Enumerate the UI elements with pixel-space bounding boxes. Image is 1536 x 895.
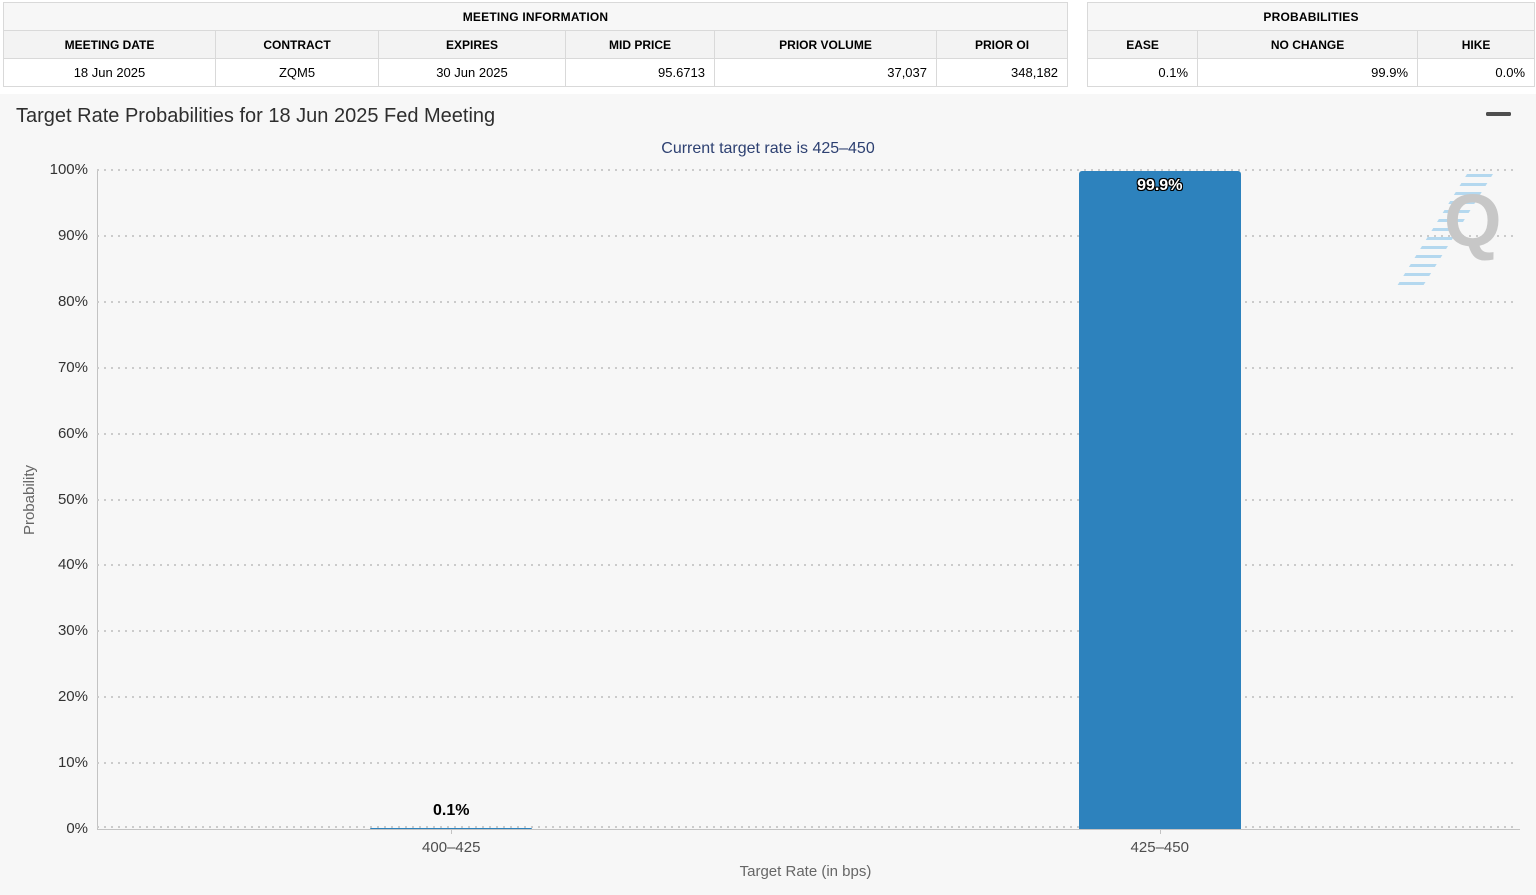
y-axis-tick-label: 70% <box>57 358 88 376</box>
y-gridline <box>97 432 1514 435</box>
col-header-hike: HIKE <box>1417 30 1536 59</box>
y-axis-tick-label: 10% <box>57 754 88 772</box>
col-header-no-change: NO CHANGE <box>1197 30 1419 59</box>
y-gridline <box>97 366 1514 369</box>
fedwatch-chart: Target Rate Probabilities for 18 Jun 202… <box>0 94 1536 895</box>
y-axis-tick-label: 80% <box>57 292 88 310</box>
probabilities-title-row: PROBABILITIES <box>1087 2 1536 31</box>
probabilities-table: PROBABILITIES EASE NO CHANGE HIKE 0.1% 9… <box>1087 2 1536 87</box>
info-tables-section: MEETING INFORMATION MEETING DATE CONTRAC… <box>2 2 1536 87</box>
plot-area: 0% 10% 20% 30% 40% 50% 60% 70% 80% 90% 100% 400–425… <box>0 94 1536 895</box>
bar-value-label: 99.9% <box>1137 176 1183 194</box>
y-gridline <box>97 826 1514 828</box>
chart-bar <box>1078 170 1241 829</box>
col-header-meeting-date: MEETING DATE <box>3 30 216 59</box>
hamburger-menu-icon[interactable] <box>1486 112 1511 131</box>
x-axis-tick-label: 425–450 <box>1130 839 1189 856</box>
prior-oi-value: 348,182 <box>935 58 1069 87</box>
col-header-ease: EASE <box>1087 30 1199 59</box>
y-gridline <box>97 762 1514 765</box>
col-header-prior-oi: PRIOR OI <box>935 30 1069 59</box>
meeting-info-title-row: MEETING INFORMATION <box>2 2 1069 31</box>
x-axis-title: Target Rate (in bps) <box>739 863 872 880</box>
bar-value-label: 0.1% <box>433 802 470 820</box>
expires-value: 30 Jun 2025 <box>378 58 566 87</box>
meeting-info-data-row: 18 Jun 2025 ZQM5 30 Jun 2025 95.6713 37,… <box>3 58 1069 87</box>
y-gridline <box>97 498 1514 501</box>
prior-volume-value: 37,037 <box>714 58 937 87</box>
chart-subtitle: Current target rate is 425–450 <box>661 140 875 157</box>
watermark-letter: Q <box>1444 179 1502 262</box>
y-gridline <box>97 300 1514 303</box>
y-gridline <box>97 564 1514 567</box>
y-axis-tick-label: 100% <box>49 161 88 178</box>
probabilities-title: PROBABILITIES <box>1087 2 1536 31</box>
quikstrike-q-watermark: Q <box>1397 174 1512 288</box>
meeting-info-header-row: MEETING DATE CONTRACT EXPIRES MID PRICE … <box>3 30 1069 59</box>
meeting-date-value: 18 Jun 2025 <box>3 58 216 87</box>
col-header-contract: CONTRACT <box>215 30 379 59</box>
y-axis-tick-label: 0% <box>66 820 88 837</box>
meeting-info-title: MEETING INFORMATION <box>2 2 1069 31</box>
ease-value: 0.1% <box>1087 58 1199 87</box>
y-axis-tick-label: 90% <box>57 226 88 244</box>
hike-value: 0.0% <box>1417 58 1536 87</box>
no-change-value: 99.9% <box>1197 58 1419 87</box>
probabilities-header-row: EASE NO CHANGE HIKE <box>1087 30 1536 59</box>
meeting-information-table: MEETING INFORMATION MEETING DATE CONTRAC… <box>2 2 1069 87</box>
menu-bar <box>1486 112 1511 116</box>
x-axis-tick <box>1159 829 1161 834</box>
y-axis-tick-label: 20% <box>57 688 88 706</box>
probabilities-data-row: 0.1% 99.9% 0.0% <box>1087 58 1536 87</box>
chart-bar <box>370 828 533 829</box>
y-gridline <box>97 630 1514 633</box>
mid-price-value: 95.6713 <box>565 58 715 87</box>
x-axis-line <box>97 829 1520 830</box>
x-axis-tick <box>451 829 453 834</box>
contract-value: ZQM5 <box>215 58 379 87</box>
chart-title: Target Rate Probabilities for 18 Jun 202… <box>16 105 496 127</box>
y-axis-tick-label: 50% <box>57 490 88 508</box>
y-gridline <box>97 234 1514 237</box>
col-header-expires: EXPIRES <box>378 30 566 59</box>
y-axis-tick-label: 40% <box>57 556 88 574</box>
x-axis-tick-label: 400–425 <box>422 839 481 856</box>
y-axis-tick-label: 30% <box>57 622 88 640</box>
y-gridline <box>97 696 1514 699</box>
y-axis-tick-label: 60% <box>57 424 88 442</box>
col-header-prior-volume: PRIOR VOLUME <box>714 30 937 59</box>
y-gridline <box>97 169 1514 171</box>
col-header-mid-price: MID PRICE <box>565 30 715 59</box>
